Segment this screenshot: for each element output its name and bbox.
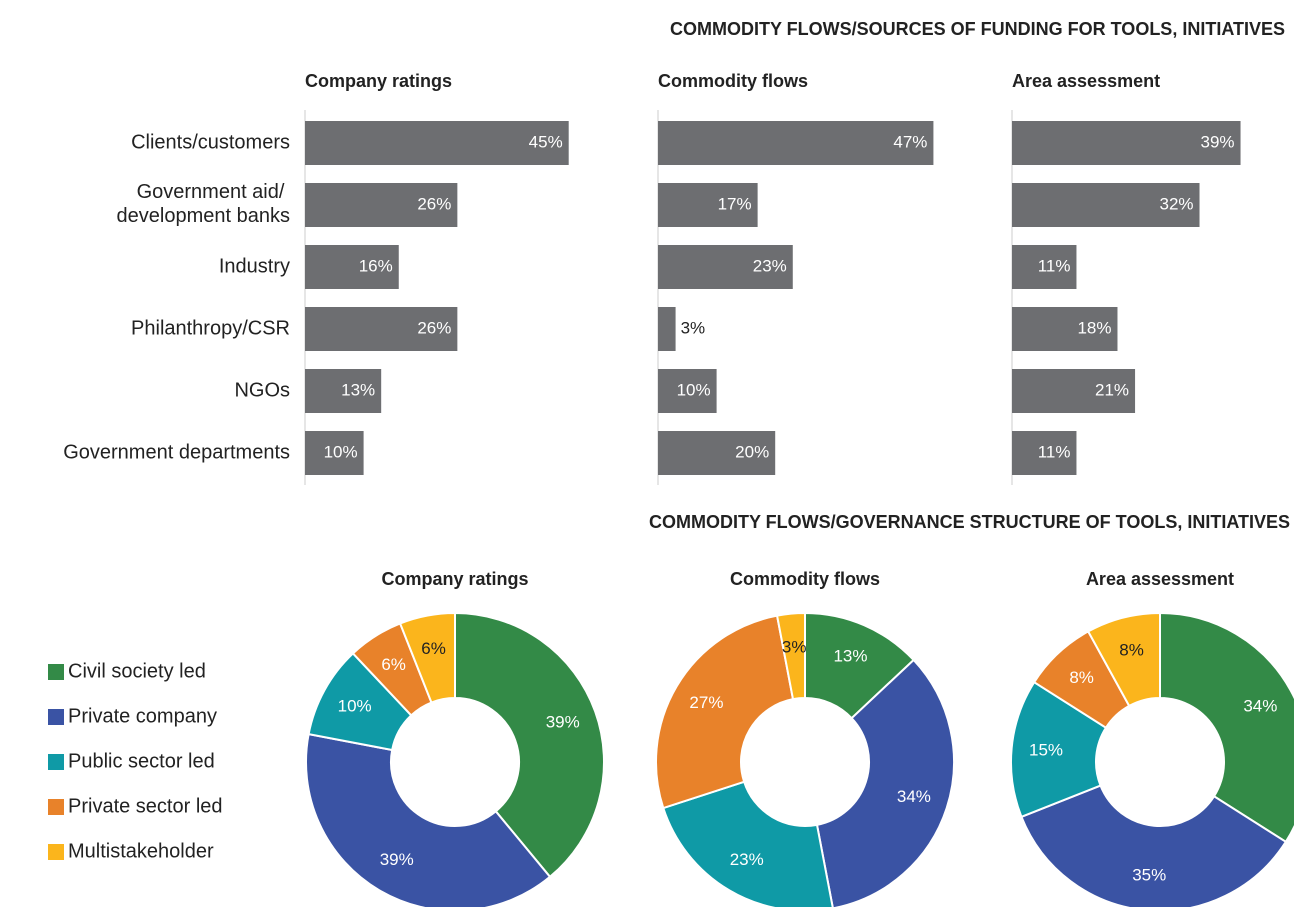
donut-slice (662, 780, 834, 907)
value-label: 13% (341, 380, 375, 399)
bar (305, 369, 382, 413)
value-label: 35% (1132, 865, 1166, 884)
value-label: 13% (833, 646, 867, 665)
bar (1012, 245, 1077, 289)
section-title: COMMODITY FLOWS/GOVERNANCE STRUCTURE OF … (649, 512, 1290, 532)
donut-title: Commodity flows (730, 569, 880, 589)
legend-swatch (48, 709, 64, 725)
bar (658, 307, 676, 351)
value-label: 32% (1159, 194, 1193, 213)
category-label: Clients/customers (131, 131, 290, 153)
value-label: 10% (324, 442, 358, 461)
legend-label: Private sector led (68, 795, 223, 817)
bar (1012, 369, 1136, 413)
value-label: 34% (1243, 696, 1277, 715)
value-label: 27% (689, 693, 723, 712)
legend-label: Public sector led (68, 750, 215, 772)
donut-title: Company ratings (381, 569, 528, 589)
bar (305, 121, 569, 165)
donut-slice (815, 658, 955, 907)
value-label: 34% (897, 787, 931, 806)
value-label: 47% (893, 132, 927, 151)
donut-slice (655, 614, 795, 810)
category-label: Government aid/ development banks (117, 181, 290, 227)
donut-slice (1020, 784, 1288, 907)
legend-label: Multistakeholder (68, 840, 214, 862)
bar (658, 431, 776, 475)
legend-swatch (48, 664, 64, 680)
value-label: 6% (381, 655, 406, 674)
value-label: 11% (1038, 442, 1071, 461)
value-label: 39% (546, 713, 580, 732)
legend-swatch (48, 844, 64, 860)
value-label: 15% (1029, 741, 1063, 760)
donut-slice (1086, 611, 1161, 708)
bar (1012, 431, 1077, 475)
value-label: 23% (753, 256, 787, 275)
panel-title: Company ratings (305, 71, 452, 91)
value-label: 16% (359, 256, 393, 275)
donut-slice (775, 611, 806, 701)
value-label: 10% (677, 380, 711, 399)
value-label: 18% (1077, 318, 1111, 337)
value-label: 39% (380, 850, 414, 869)
panel-title: Commodity flows (658, 71, 808, 91)
legend-label: Civil society led (68, 660, 206, 682)
value-label: 3% (782, 637, 807, 656)
category-label: Government departments (63, 441, 290, 463)
bar (305, 307, 458, 351)
value-label: 17% (718, 194, 752, 213)
value-label: 26% (417, 194, 451, 213)
donut-slice (454, 611, 605, 879)
bar (658, 245, 793, 289)
legend-label: Private company (68, 705, 217, 727)
bar (1012, 121, 1241, 165)
category-label: NGOs (234, 379, 290, 401)
bar (658, 369, 717, 413)
bar (305, 183, 458, 227)
value-label: 8% (1119, 641, 1144, 660)
donut-slice (1159, 611, 1294, 844)
bar (1012, 183, 1200, 227)
panel-title: Area assessment (1012, 71, 1160, 91)
bar (305, 245, 399, 289)
category-label: Philanthropy/CSR (131, 317, 290, 339)
value-label: 39% (1201, 132, 1235, 151)
category-label: Industry (219, 255, 290, 277)
value-label: 26% (417, 318, 451, 337)
bar (658, 183, 758, 227)
value-label: 21% (1095, 380, 1129, 399)
value-label: 3% (681, 318, 706, 337)
donut-title: Area assessment (1086, 569, 1234, 589)
donut-slice (398, 611, 456, 704)
section-title: COMMODITY FLOWS/SOURCES OF FUNDING FOR T… (670, 19, 1285, 39)
bar (305, 431, 364, 475)
value-label: 23% (730, 850, 764, 869)
donut-slice (305, 732, 552, 907)
value-label: 11% (1038, 256, 1071, 275)
legend-swatch (48, 754, 64, 770)
value-label: 8% (1069, 668, 1094, 687)
value-label: 45% (529, 132, 563, 151)
bar (1012, 307, 1118, 351)
value-label: 10% (338, 696, 372, 715)
value-label: 20% (735, 442, 769, 461)
legend-swatch (48, 799, 64, 815)
value-label: 6% (421, 639, 446, 658)
bar (658, 121, 934, 165)
